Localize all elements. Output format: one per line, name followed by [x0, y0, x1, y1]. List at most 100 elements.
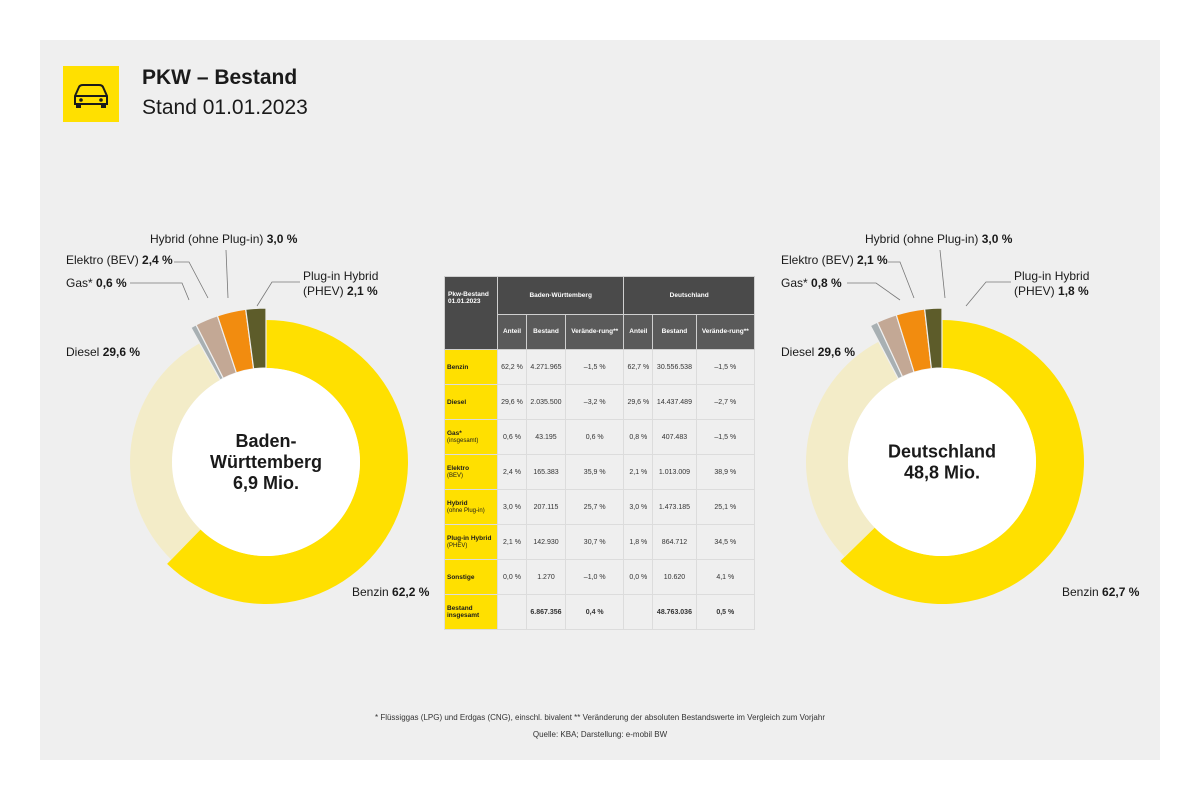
- table-cell: 0,6 %: [565, 419, 625, 455]
- table-cell: 29,6 %: [497, 384, 527, 420]
- slice-benzin: [167, 320, 408, 605]
- table-row-sublabel: (PHEV): [447, 543, 468, 549]
- table-cell: –3,2 %: [565, 384, 625, 420]
- table-cell: [497, 594, 527, 630]
- table-cell: 10.620: [652, 559, 697, 595]
- slice-value: 3,0 %: [267, 232, 298, 246]
- table-column-header: Bestand: [525, 313, 567, 351]
- slice-value: 2,1 %: [347, 284, 378, 298]
- slice-label: Plug-in Hybrid: [1014, 269, 1089, 283]
- table-cell: 0,0 %: [497, 559, 527, 595]
- table-cell: [623, 594, 654, 630]
- table-row: Bestand insgesamt 6.867.356 0,4 % 48.763.03…: [444, 594, 756, 630]
- table-cell: 1.473.185: [652, 489, 697, 525]
- table-cell: 0,4 %: [565, 594, 625, 630]
- source-note: Quelle: KBA; Darstellung: e-mobil BW: [532, 730, 668, 739]
- table-row-label: Plug-in Hybrid (PHEV): [444, 524, 498, 560]
- leader-line: [888, 261, 915, 299]
- table-cell: 43.195: [525, 419, 567, 455]
- table-cell: 30,7 %: [565, 524, 625, 560]
- table-cell: 6.867.356: [525, 594, 567, 630]
- slice-label: Elektro (BEV) 2,1 %: [781, 253, 888, 267]
- table-row: Sonstige 0,0 % 1.270 –1,0 % 0,0 % 10.620 4,1 %: [444, 559, 756, 595]
- slice-value: 0,8 %: [811, 276, 842, 290]
- table-cell: –2,7 %: [695, 384, 756, 420]
- table-row-label: Sonstige: [444, 559, 498, 595]
- table-row-label: Hybrid (ohne Plug-in): [444, 489, 498, 525]
- table-cell: 29,6 %: [623, 384, 654, 420]
- table-cell: 2,1 %: [497, 524, 527, 560]
- data-table: Pkw-Bestand 01.01.2023 Baden-Württemberg D…: [444, 276, 756, 630]
- donut-hole: [848, 368, 1036, 556]
- table-row-label: Bestand insgesamt: [444, 594, 498, 630]
- table-cell: 1.013.009: [652, 454, 697, 490]
- slice-label: Hybrid (ohne Plug-in) 3,0 %: [150, 232, 298, 246]
- table-cell: 2,1 %: [623, 454, 654, 490]
- table-row: Benzin 62,2 % 4.271.965 –1,5 % 62,7 % 30.556.…: [444, 349, 756, 385]
- slice-value: 2,4 %: [142, 253, 173, 267]
- center-label: 48,8 Mio.: [904, 463, 980, 483]
- table-cell: 14.437.489: [652, 384, 697, 420]
- slice-value: 29,6 %: [103, 345, 141, 359]
- table-cell: –1,5 %: [565, 349, 625, 385]
- slice-label: Hybrid (ohne Plug-in) 3,0 %: [865, 232, 1013, 246]
- table-row-sublabel: (insgesamt): [447, 438, 479, 444]
- leader-line: [939, 249, 946, 299]
- table-cell: –1,5 %: [695, 419, 756, 455]
- slice-value: 2,1 %: [857, 253, 888, 267]
- table-cell: 142.930: [525, 524, 567, 560]
- car-icon: [74, 84, 108, 108]
- table-row: Hybrid (ohne Plug-in) 3,0 % 207.115 25,7 % 3…: [444, 489, 756, 525]
- page-title: PKW – Bestand: [142, 66, 298, 89]
- table-cell: 34,5 %: [695, 524, 756, 560]
- table-group-header: Baden-Württemberg: [496, 276, 625, 315]
- table-cell: 2.035.500: [525, 384, 567, 420]
- table-cell: 207.115: [525, 489, 567, 525]
- leader-line: [225, 249, 229, 299]
- table-cell: 38,9 %: [695, 454, 756, 490]
- table-column-header: Verände-rung**: [695, 313, 756, 351]
- center-label: 6,9 Mio.: [233, 473, 299, 493]
- leader-line: [847, 282, 901, 301]
- slice-label: Gas* 0,6 %: [66, 276, 127, 290]
- slice-label: Gas* 0,8 %: [781, 276, 842, 290]
- table-cell: 0,8 %: [623, 419, 654, 455]
- slice-label: Plug-in Hybrid: [303, 269, 378, 283]
- leader-line: [965, 281, 1011, 307]
- table-row-label: Gas* (insgesamt): [444, 419, 498, 455]
- table-cell: 1.270: [525, 559, 567, 595]
- center-label: Württemberg: [210, 452, 322, 472]
- slice-value: 62,7 %: [1102, 585, 1140, 599]
- table-cell: 165.383: [525, 454, 567, 490]
- center-label: Baden-: [235, 431, 296, 451]
- footnote: * Flüssiggas (LPG) und Erdgas (CNG), ein…: [374, 713, 825, 722]
- table-row-label: Elektro (BEV): [444, 454, 498, 490]
- table-cell: 62,2 %: [497, 349, 527, 385]
- table-column-header: Anteil: [497, 313, 527, 351]
- table-cell: –1,0 %: [565, 559, 625, 595]
- table-row: Diesel 29,6 % 2.035.500 –3,2 % 29,6 % 14.437.…: [444, 384, 756, 420]
- leader-line: [130, 282, 190, 301]
- table-row-sublabel: (ohne Plug-in): [447, 508, 485, 514]
- leader-line: [256, 281, 300, 307]
- slice-label: Diesel 29,6 %: [781, 345, 855, 359]
- slice-value: 1,8 %: [1058, 284, 1089, 298]
- table-column-header: Verände-rung**: [565, 313, 625, 351]
- table-column-header: Bestand: [652, 313, 697, 351]
- table-cell: 407.483: [652, 419, 697, 455]
- page-subtitle: Stand 01.01.2023: [142, 96, 308, 119]
- table-row-sublabel: (BEV): [447, 473, 464, 479]
- slice-value: 29,6 %: [818, 345, 856, 359]
- table-row-label: Benzin: [444, 349, 498, 385]
- slice-label: (PHEV) 2,1 %: [303, 284, 378, 298]
- table-cell: 3,0 %: [497, 489, 527, 525]
- slice-diesel: [130, 343, 221, 560]
- table-cell: 25,1 %: [695, 489, 756, 525]
- table-row: Gas* (insgesamt) 0,6 % 43.195 0,6 % 0,8 % 407…: [444, 419, 756, 455]
- table-cell: 1,8 %: [623, 524, 654, 560]
- slice-value: 3,0 %: [982, 232, 1013, 246]
- slice-value: 0,6 %: [96, 276, 127, 290]
